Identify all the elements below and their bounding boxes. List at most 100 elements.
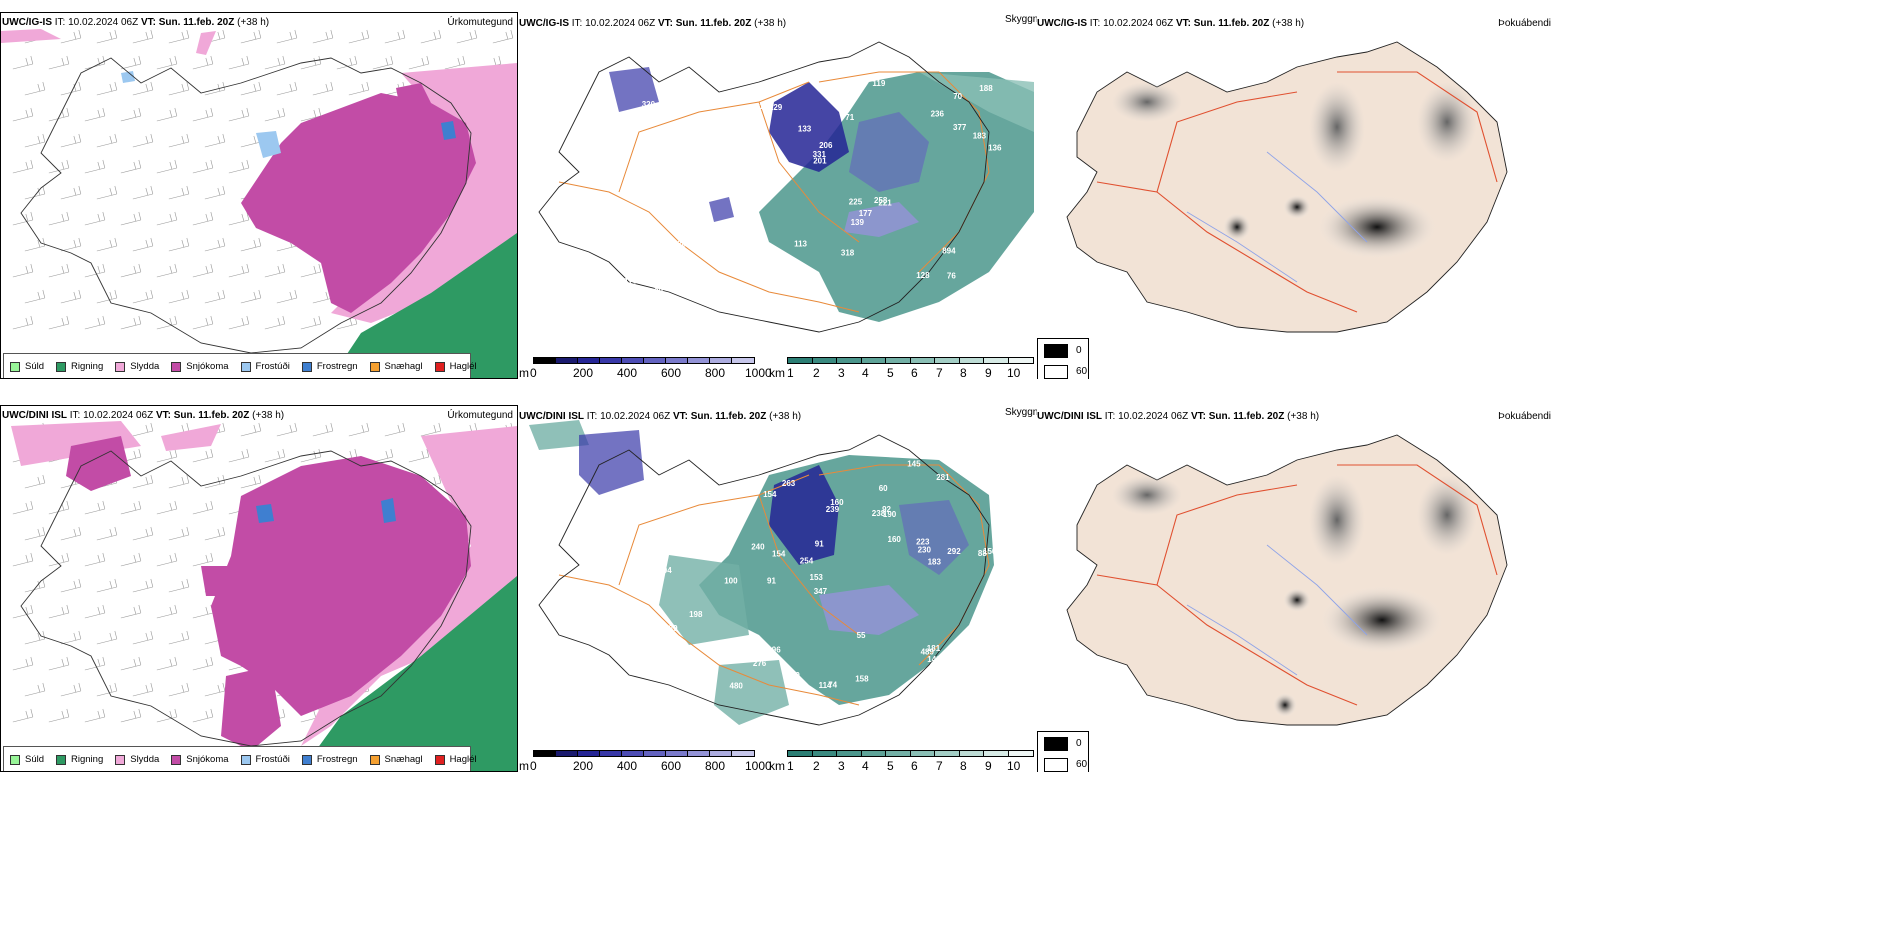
visibility-value-label: 133 [798, 125, 812, 134]
wind-barb [168, 578, 190, 593]
wind-barb [24, 185, 46, 200]
wind-barb [12, 708, 34, 723]
visibility-value-label: 593 [801, 284, 815, 293]
wind-barb [96, 81, 118, 96]
colorbar-segment [688, 751, 710, 756]
visibility-value-label: 138 [761, 69, 775, 78]
visibility-value-label: 238 [872, 509, 886, 518]
visibility-value-label: 114 [819, 681, 832, 690]
visibility-value-label: 616 [620, 262, 634, 271]
visibility-value-label: 71 [845, 113, 854, 122]
colorbar-tick: 6 [911, 759, 918, 772]
visibility-value-label: 250 [631, 581, 645, 590]
wind-barb [228, 448, 250, 463]
wind-barb [48, 604, 70, 619]
visibility-value-label: 225 [849, 197, 863, 206]
wind-barb [240, 81, 262, 96]
visibility-value-label: 181 [927, 644, 941, 653]
colorbar-segment [710, 751, 732, 756]
legend-swatch [171, 754, 182, 765]
wind-barb [168, 630, 190, 645]
visibility-value-label: 236 [931, 109, 945, 118]
visibility-value-labels: 1356088913473044812382502392542481091001… [611, 456, 996, 691]
legend-item: Slydda [115, 754, 159, 765]
wind-barb [96, 289, 118, 304]
wind-barb [240, 422, 262, 437]
visibility-value-label: 100 [724, 577, 738, 586]
panel-title: Úrkomutegund [447, 17, 513, 28]
wind-barb [276, 29, 298, 44]
legend-item: Súld [10, 754, 44, 765]
wind-barb [132, 133, 154, 148]
visibility-value-label: 480 [730, 682, 744, 691]
colorbar-tick: 200 [573, 759, 594, 772]
wind-barb [276, 289, 298, 304]
colorbar-tick: 400 [617, 759, 638, 772]
wind-barb [168, 474, 190, 489]
wind-barb [348, 29, 370, 44]
colorbar-tick: 0 [530, 759, 537, 772]
visibility-value-label: 263 [782, 479, 796, 488]
wind-barb [168, 289, 190, 304]
wind-barb [420, 29, 442, 44]
wind-barb [12, 656, 34, 671]
legend-swatch [301, 754, 312, 765]
wind-barb [120, 500, 142, 515]
wind-barb [132, 185, 154, 200]
wind-barb [60, 185, 82, 200]
legend-item: Súld [10, 361, 44, 372]
wind-barb [60, 682, 82, 697]
wind-barb [120, 315, 142, 330]
wind-barb [84, 604, 106, 619]
legend-swatch [369, 361, 380, 372]
colorbar-segment [935, 751, 960, 756]
visibility-value-label: 188 [979, 84, 993, 93]
wind-barb [60, 29, 82, 44]
colorbar-segment [959, 751, 984, 756]
colorbar-segment [732, 751, 754, 756]
wind-barb [132, 29, 154, 44]
visibility-value-label: 113 [794, 240, 807, 249]
wind-barb [60, 578, 82, 593]
fog-panel-top: UWC/IG-IS IT: 10.02.2024 06Z VT: Sun. 11… [1037, 12, 1555, 379]
colorbar-segment [600, 358, 622, 363]
visibility-value-label: 70 [655, 275, 664, 284]
colorbar-tick: 600 [661, 366, 682, 379]
wind-barb [60, 526, 82, 541]
colorbar-tick: 800 [705, 366, 726, 379]
wind-barb [12, 500, 34, 515]
colorbar-segment [666, 751, 688, 756]
wind-barb [120, 55, 142, 70]
wind-barb [84, 552, 106, 567]
visibility-value-label: 188 [621, 283, 635, 292]
colorbar-segment [910, 358, 935, 363]
wind-barb [96, 237, 118, 252]
elevation-colorbar: m 0 200 400 600 800 1000 [519, 356, 772, 379]
visibility-value-label: 254 [646, 660, 660, 669]
legend-item: Frostregn [301, 361, 358, 372]
panel-header: UWC/DINI ISL IT: 10.02.2024 06Z VT: Sun.… [2, 410, 285, 421]
visibility-value-label: 894 [942, 246, 956, 255]
visibility-value-label: 160 [757, 241, 771, 250]
visibility-value-label: 297 [611, 522, 625, 531]
visibility-panel-top: UWC/IG-IS IT: 10.02.2024 06Z VT: Sun. 11… [519, 12, 1037, 379]
visibility-value-label: 91 [767, 577, 776, 586]
legend-swatch [115, 754, 126, 765]
legend-swatch [240, 361, 251, 372]
visibility-value-label: 142 [927, 655, 941, 664]
visibility-value-label: 304 [658, 566, 672, 575]
visibility-colorbar: km 1 2 3 4 5 6 7 8 9 10 [769, 356, 1037, 379]
colorbar-segment [578, 751, 600, 756]
wind-barb [132, 578, 154, 593]
wind-barb [24, 237, 46, 252]
legend-swatch [10, 361, 20, 372]
colorbar-segment [534, 358, 556, 363]
wind-barb [120, 263, 142, 278]
wind-barb [228, 107, 250, 122]
wind-barb [228, 211, 250, 226]
wind-barb [48, 211, 70, 226]
precip-type-panel-bottom: UWC/DINI ISL IT: 10.02.2024 06Z VT: Sun.… [0, 405, 518, 772]
legend-swatch [434, 754, 445, 765]
fog-legend: 0 60 [1037, 338, 1089, 379]
colorbar-tick: 200 [573, 366, 594, 379]
